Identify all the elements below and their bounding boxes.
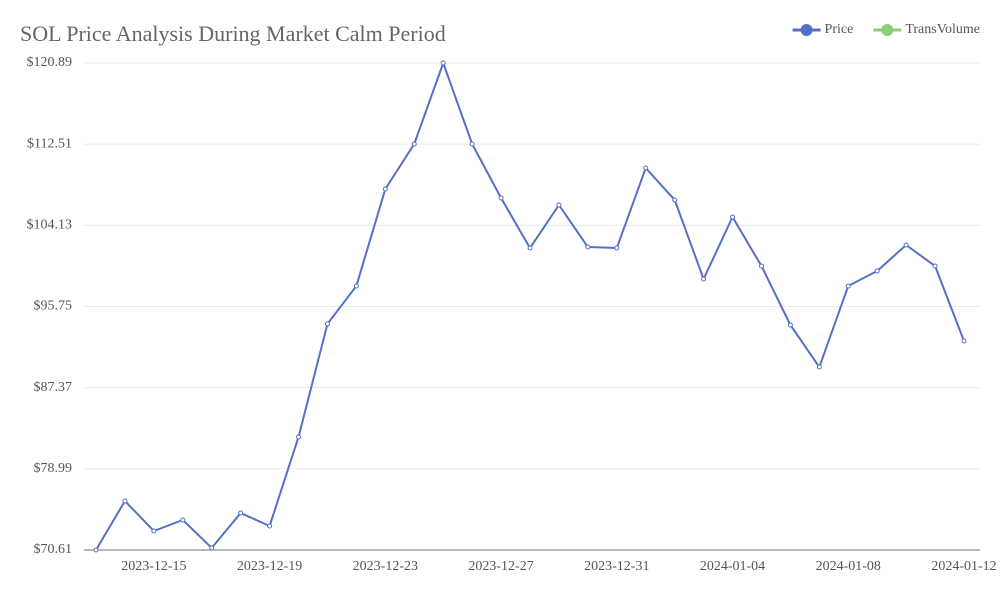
y-tick-label: $70.61 bbox=[34, 542, 73, 557]
point bbox=[816, 364, 822, 370]
point bbox=[440, 60, 446, 66]
x-tick-label: 2024-01-12 bbox=[931, 559, 996, 574]
point bbox=[701, 276, 707, 282]
point bbox=[238, 510, 244, 516]
legend-item[interactable]: TransVolume bbox=[873, 22, 980, 37]
point bbox=[180, 517, 186, 523]
point bbox=[672, 197, 678, 203]
x-tick-label: 2023-12-19 bbox=[237, 559, 302, 574]
point bbox=[353, 283, 359, 289]
y-tick-label: $78.99 bbox=[34, 461, 73, 476]
point bbox=[382, 186, 388, 192]
point bbox=[209, 545, 215, 551]
legend-label: Price bbox=[825, 22, 854, 37]
point bbox=[498, 195, 504, 201]
x-tick-label: 2024-01-04 bbox=[700, 559, 765, 574]
point bbox=[614, 245, 620, 251]
point bbox=[787, 322, 793, 328]
point bbox=[903, 242, 909, 248]
x-tick-label: 2023-12-15 bbox=[121, 559, 186, 574]
point bbox=[932, 263, 938, 269]
point bbox=[151, 528, 157, 534]
point bbox=[469, 141, 475, 147]
point bbox=[122, 498, 128, 504]
point bbox=[324, 321, 330, 327]
point bbox=[845, 283, 851, 289]
point bbox=[585, 244, 591, 250]
legend-swatch-dot bbox=[881, 24, 894, 36]
legend-swatch-dot bbox=[800, 24, 813, 36]
point bbox=[267, 523, 273, 529]
point bbox=[411, 141, 417, 147]
point bbox=[758, 263, 764, 269]
point bbox=[730, 214, 736, 220]
point bbox=[296, 434, 302, 440]
point bbox=[961, 338, 967, 344]
x-tick-label: 2023-12-31 bbox=[584, 559, 649, 574]
legend-label: TransVolume bbox=[905, 22, 980, 37]
point bbox=[527, 245, 533, 251]
point bbox=[643, 165, 649, 171]
point bbox=[874, 268, 880, 274]
legend-item[interactable]: Price bbox=[792, 22, 854, 37]
point bbox=[93, 547, 99, 553]
y-tick-label: $87.37 bbox=[34, 380, 73, 395]
x-tick-label: 2024-01-08 bbox=[816, 559, 881, 574]
chart-title: SOL Price Analysis During Market Calm Pe… bbox=[20, 21, 446, 46]
y-tick-label: $112.51 bbox=[27, 136, 72, 151]
y-tick-label: $95.75 bbox=[34, 299, 73, 314]
point bbox=[556, 202, 562, 208]
y-tick-label: $120.89 bbox=[27, 55, 73, 70]
x-tick-label: 2023-12-23 bbox=[353, 559, 418, 574]
x-tick-label: 2023-12-27 bbox=[468, 559, 533, 574]
y-tick-label: $104.13 bbox=[27, 218, 73, 233]
